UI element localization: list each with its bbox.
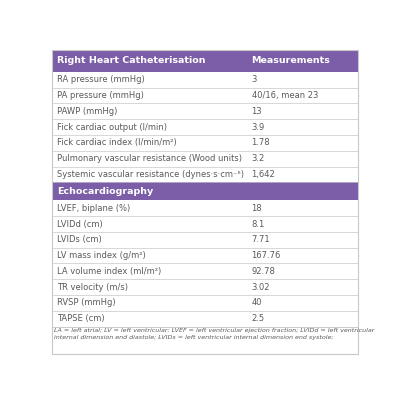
Text: Right Heart Catheterisation: Right Heart Catheterisation (57, 56, 206, 65)
Bar (52, 232, 358, 248)
Bar (52, 279, 358, 295)
Bar (52, 72, 358, 88)
Bar (52, 135, 358, 151)
Text: 2.5: 2.5 (252, 314, 265, 323)
Bar (52, 151, 358, 166)
Text: Fick cardiac index (l/min/m²): Fick cardiac index (l/min/m²) (57, 138, 177, 147)
Text: 40: 40 (252, 298, 262, 307)
Bar (52, 326, 358, 354)
Text: TAPSE (cm): TAPSE (cm) (57, 314, 105, 323)
Text: Pulmonary vascular resistance (Wood units): Pulmonary vascular resistance (Wood unit… (57, 154, 242, 163)
Bar (52, 50, 358, 72)
Bar (52, 119, 358, 135)
Text: LV mass index (g/m²): LV mass index (g/m²) (57, 251, 146, 260)
Bar (52, 311, 358, 326)
Text: RA pressure (mmHg): RA pressure (mmHg) (57, 75, 145, 84)
Text: 92.78: 92.78 (252, 267, 275, 276)
Text: PAWP (mmHg): PAWP (mmHg) (57, 107, 118, 116)
Text: 167.76: 167.76 (252, 251, 281, 260)
Bar (52, 182, 358, 200)
Text: 3.9: 3.9 (252, 122, 265, 132)
Text: 18: 18 (252, 204, 262, 213)
Text: LVIDs (cm): LVIDs (cm) (57, 235, 102, 244)
Text: 1,642: 1,642 (252, 170, 275, 179)
Text: 3.02: 3.02 (252, 283, 270, 292)
Bar (52, 216, 358, 232)
Text: 3: 3 (252, 75, 257, 84)
Text: LA volume index (ml/m²): LA volume index (ml/m²) (57, 267, 161, 276)
Text: 40/16, mean 23: 40/16, mean 23 (252, 91, 318, 100)
Bar (52, 295, 358, 311)
Text: 1.78: 1.78 (252, 138, 270, 147)
Text: TR velocity (m/s): TR velocity (m/s) (57, 283, 128, 292)
Bar (52, 200, 358, 216)
Text: PA pressure (mmHg): PA pressure (mmHg) (57, 91, 144, 100)
Text: 8.1: 8.1 (252, 220, 265, 228)
Text: Fick cardiac output (l/min): Fick cardiac output (l/min) (57, 122, 167, 132)
Bar (52, 248, 358, 264)
Bar (52, 88, 358, 104)
Text: LVEF, biplane (%): LVEF, biplane (%) (57, 204, 130, 213)
Text: 13: 13 (252, 107, 262, 116)
Bar (52, 104, 358, 119)
Text: LA = left atrial; LV = left ventricular; LVEF = left ventricular ejection fracti: LA = left atrial; LV = left ventricular;… (54, 328, 374, 340)
Text: Systemic vascular resistance (dynes·s·cm⁻⁵): Systemic vascular resistance (dynes·s·cm… (57, 170, 244, 179)
Bar (52, 166, 358, 182)
Text: 7.71: 7.71 (252, 235, 270, 244)
Text: LVIDd (cm): LVIDd (cm) (57, 220, 103, 228)
Text: Measurements: Measurements (252, 56, 330, 65)
Text: Echocardiography: Echocardiography (57, 187, 153, 196)
Text: RVSP (mmHg): RVSP (mmHg) (57, 298, 116, 307)
Text: 3.2: 3.2 (252, 154, 265, 163)
Bar (52, 264, 358, 279)
